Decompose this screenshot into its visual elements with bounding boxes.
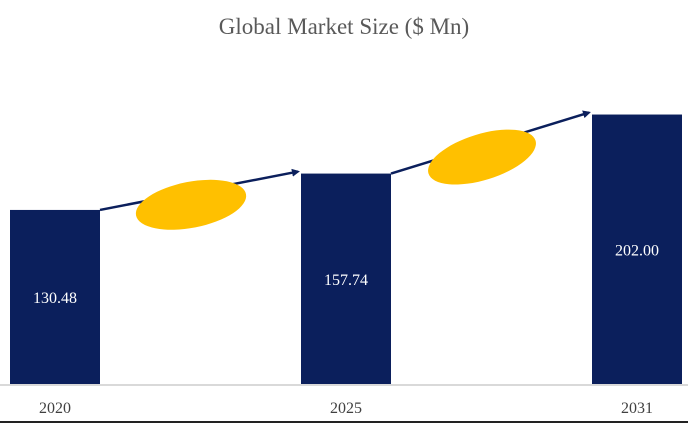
x-tick-label-2020: 2020	[39, 400, 71, 417]
x-tick-label-2025: 2025	[330, 400, 362, 417]
x-tick-label-2031: 2031	[621, 400, 653, 417]
bar-2020	[10, 209, 100, 384]
value-label-2031: 202.00	[615, 242, 659, 259]
bar-2031	[592, 114, 682, 385]
growth-ellipse-2	[428, 129, 536, 185]
chart-title: Global Market Size ($ Mn)	[218, 14, 470, 39]
bar-2025	[301, 173, 391, 384]
growth-ellipse-1	[135, 179, 247, 230]
value-label-2020: 130.48	[33, 290, 77, 307]
value-label-2025: 157.74	[324, 272, 368, 289]
